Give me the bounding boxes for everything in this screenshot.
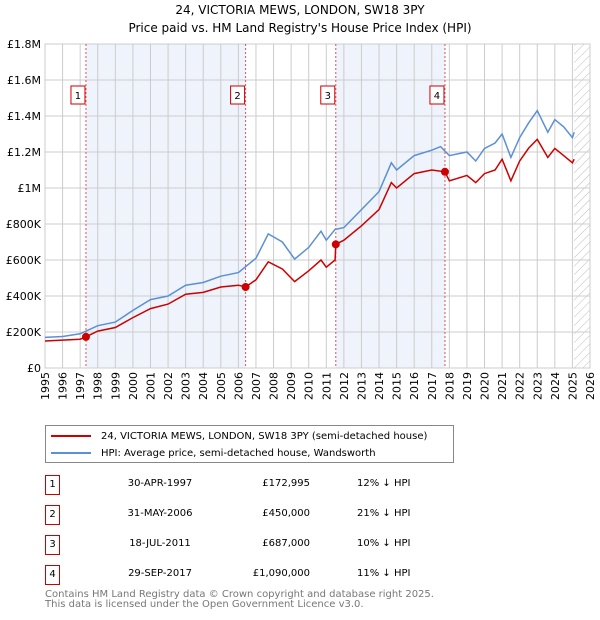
sale-point	[81, 332, 90, 341]
x-tick-label: 2021	[496, 372, 509, 400]
sale-point	[241, 283, 250, 291]
sale-marker-box	[320, 85, 336, 105]
x-tick-label: 2001	[144, 372, 157, 400]
plot-border	[44, 43, 591, 369]
sale-hpi-diff: 11% ↓ HPI	[357, 568, 411, 579]
price-chart: 1995 1996 1997 1998 1999 2000 2001 2002 2003 2004…	[6, 38, 597, 400]
footer: Contains HM Land Registry data © Crown c…	[45, 590, 434, 610]
sale-marker-label: 2	[234, 91, 240, 102]
x-tick-label: 2010	[303, 372, 316, 400]
x-tick-label: 2006	[232, 372, 245, 400]
x-tick-label: 2017	[426, 372, 439, 400]
footer-line-2: This data is licensed under the Open Gov…	[45, 599, 364, 610]
x-tick-label: 2023	[531, 372, 544, 400]
x-tick-label: 2009	[285, 372, 298, 400]
chart-title: 24, VICTORIA MEWS, LONDON, SW18 3PY	[175, 3, 425, 17]
sale-price: £450,000	[262, 508, 310, 519]
x-tick-label: 2013	[355, 372, 368, 400]
x-tick-label: 1999	[109, 372, 122, 400]
sale-price: £172,995	[262, 478, 310, 489]
x-tick-label: 2025	[566, 372, 579, 400]
hpi-line	[44, 109, 575, 339]
sale-date: 31-MAY-2006	[127, 508, 193, 519]
forecast-hatch	[574, 44, 590, 368]
y-tick-label: £800K	[6, 218, 42, 231]
sale-number: 4	[45, 565, 60, 585]
x-tick-label: 2007	[250, 372, 263, 400]
y-tick-label: £1M	[18, 182, 42, 195]
y-tick-label: £1.6M	[7, 74, 41, 87]
x-tick-label: 2016	[408, 372, 421, 400]
x-tick-label: 2003	[180, 372, 193, 400]
x-tick-label: 1998	[92, 372, 105, 400]
sale-marker-box	[70, 85, 86, 105]
x-tick-label: 2024	[549, 372, 562, 400]
x-tick-label: 2004	[197, 372, 210, 400]
sale-marker-label: 1	[75, 91, 81, 102]
property-line	[44, 138, 575, 342]
sale-date: 30-APR-1997	[127, 478, 193, 489]
y-tick-label: £1.2M	[7, 146, 41, 159]
sale-row: 3 18-JUL-2011 £687,000 10% ↓ HPI	[45, 535, 445, 555]
sale-marker-box	[230, 85, 246, 105]
x-tick-label: 2002	[162, 372, 175, 400]
legend-item-hpi: HPI: Average price, semi-detached house,…	[46, 445, 376, 461]
sale-row: 1 30-APR-1997 £172,995 12% ↓ HPI	[45, 475, 445, 495]
sale-number: 2	[45, 505, 60, 525]
footer-line-1: Contains HM Land Registry data © Crown c…	[45, 589, 434, 600]
y-tick-label: £600K	[6, 254, 42, 267]
legend: 24, VICTORIA MEWS, LONDON, SW18 3PY (sem…	[45, 425, 454, 463]
sale-marker-label: 3	[325, 91, 331, 102]
sale-marker-box	[429, 85, 445, 105]
x-tick-label: 2011	[320, 372, 333, 400]
sale-date: 29-SEP-2017	[128, 568, 192, 579]
sale-point	[440, 167, 449, 176]
x-tick-label: 2022	[514, 372, 527, 400]
x-tick-label: 2014	[373, 372, 386, 400]
sale-row: 2 31-MAY-2006 £450,000 21% ↓ HPI	[45, 505, 445, 525]
legend-label-hpi: HPI: Average price, semi-detached house,…	[101, 447, 376, 459]
sale-row: 4 29-SEP-2017 £1,090,000 11% ↓ HPI	[45, 565, 445, 585]
sale-number: 3	[45, 535, 60, 555]
sale-hpi-diff: 21% ↓ HPI	[357, 508, 411, 519]
legend-item-property: 24, VICTORIA MEWS, LONDON, SW18 3PY (sem…	[46, 428, 427, 444]
x-tick-label: 2020	[479, 372, 492, 400]
x-tick-label: 1995	[39, 372, 52, 400]
sale-marker-label: 4	[434, 91, 440, 102]
sale-hpi-diff: 12% ↓ HPI	[357, 478, 411, 489]
y-tick-label: £0	[27, 362, 41, 375]
x-tick-label: 1997	[74, 372, 87, 400]
y-tick-label: £200K	[6, 326, 42, 339]
y-tick-label: £400K	[6, 290, 42, 303]
legend-label-property: 24, VICTORIA MEWS, LONDON, SW18 3PY (sem…	[101, 430, 428, 442]
x-tick-label: 2019	[461, 372, 474, 400]
sale-hpi-diff: 10% ↓ HPI	[357, 538, 411, 549]
x-tick-label: 2026	[584, 372, 597, 400]
shaded-range	[85, 44, 246, 368]
y-tick-label: £1.4M	[7, 110, 41, 123]
sale-price: £1,090,000	[252, 568, 310, 579]
x-tick-label: 2018	[443, 372, 456, 400]
x-tick-label: 2012	[338, 372, 351, 400]
legend-swatch-property	[51, 435, 91, 437]
x-tick-label: 2005	[215, 372, 228, 400]
sale-number: 1	[45, 475, 60, 495]
sale-date: 18-JUL-2011	[129, 538, 191, 549]
y-tick-label: £1.8M	[7, 38, 41, 51]
x-tick-label: 1996	[57, 372, 70, 400]
x-tick-label: 2000	[127, 372, 140, 400]
sale-point	[331, 240, 340, 249]
sale-price: £687,000	[262, 538, 310, 549]
chart-subtitle: Price paid vs. HM Land Registry's House …	[128, 21, 472, 35]
shaded-range	[335, 44, 445, 368]
legend-swatch-hpi	[51, 452, 91, 454]
x-tick-label: 2008	[268, 372, 281, 400]
x-tick-label: 2015	[391, 372, 404, 400]
